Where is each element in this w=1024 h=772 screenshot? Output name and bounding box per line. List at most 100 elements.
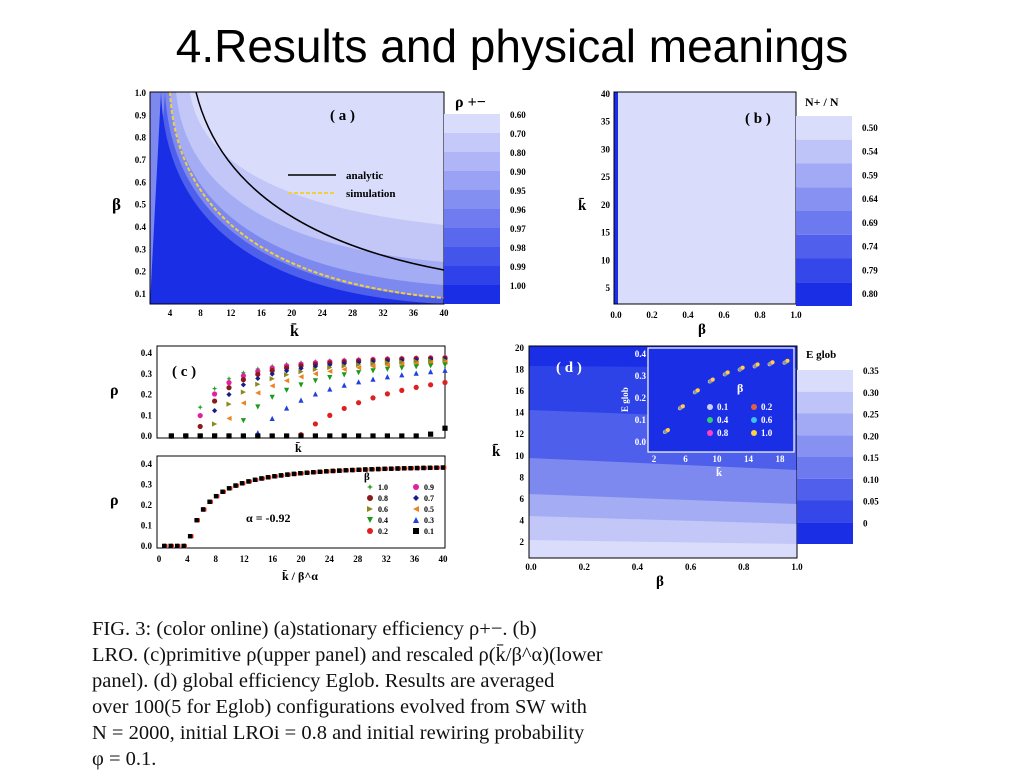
inset-y-tick-label: 0.4 [635, 349, 647, 359]
data-point [434, 465, 439, 470]
data-point [327, 433, 333, 439]
data-point [298, 397, 304, 403]
panel-a-cbar-level-label: 1.00 [510, 281, 526, 291]
data-point [341, 433, 347, 439]
data-point [384, 362, 390, 368]
data-point [356, 365, 362, 371]
panel-c-upper-y-tick-label: 0.0 [141, 431, 153, 441]
inset-legend-marker [707, 430, 713, 436]
panel-d-xlabel: β [656, 574, 664, 590]
data-point [428, 363, 434, 369]
legend-entry-label: 0.8 [378, 494, 388, 503]
data-point [284, 405, 290, 411]
data-point [442, 425, 448, 431]
data-point [399, 359, 405, 365]
panel-d-cbar-level-label: 0.05 [863, 497, 879, 507]
inset-x-tick-label: 2 [652, 454, 657, 464]
legend-entry-label: 0.9 [424, 483, 434, 492]
inset-xlabel: k̄ [716, 467, 723, 479]
panel-a-y-tick-label: 0.6 [135, 177, 147, 187]
panel-c-lower-x-tick-label: 40 [439, 554, 449, 564]
panel-d-cbar-level-label: 0.25 [863, 410, 879, 420]
data-point [442, 367, 448, 373]
inset-legend-title: β [737, 381, 743, 395]
inset-y-tick-label: 0.3 [635, 371, 647, 381]
panel-a-cbar-swatch [444, 247, 500, 266]
panel-b-cbar-level-label: 0.74 [862, 242, 878, 252]
panel-d-y-tick-label: 16 [515, 386, 525, 396]
inset-y-tick-label: 0.0 [635, 437, 647, 447]
panel-a-y-tick-label: 1.0 [135, 88, 147, 98]
panel-a-y-tick-label: 0.3 [135, 244, 147, 254]
panel-d-cbar-swatch [797, 413, 853, 436]
data-point [413, 528, 419, 534]
data-point [240, 433, 246, 439]
panel-a-cbar-level-label: 0.70 [510, 129, 526, 139]
inset-legend-label: 0.4 [717, 415, 729, 425]
panel-d-y-tick-label: 8 [520, 472, 525, 482]
data-point [284, 378, 290, 384]
panel-a-cbar-swatch [444, 209, 500, 228]
panel-d-y-tick-label: 6 [520, 494, 525, 504]
data-point [168, 543, 173, 549]
data-point [428, 369, 434, 375]
data-point [284, 433, 290, 439]
panel-a-cbar-swatch [444, 114, 500, 133]
inset-legend-label: 0.1 [717, 402, 729, 412]
panel-a-x-tick-label: 4 [168, 308, 173, 318]
inset-y-tick-label: 0.2 [635, 393, 647, 403]
data-point [187, 533, 193, 539]
data-point [269, 415, 275, 422]
panel-c-lower-x-tick-label: 0 [157, 554, 162, 564]
data-point [162, 543, 167, 549]
data-point [200, 507, 206, 512]
panel-d-y-tick-label: 18 [515, 365, 525, 375]
data-point [413, 384, 419, 391]
data-point [194, 518, 199, 523]
data-point [370, 368, 376, 374]
panel-b-cbar-swatch [796, 163, 852, 188]
data-point [399, 387, 405, 393]
caption-line-3: panel). (d) global efficiency Eglob. Res… [92, 670, 555, 692]
legend-entry-label: 0.2 [378, 527, 388, 536]
data-point [413, 517, 419, 523]
data-point [284, 372, 290, 378]
data-point [226, 391, 232, 398]
panel-d-cbar-swatch [797, 478, 853, 501]
legend-entry-label: 0.5 [424, 505, 434, 514]
data-point [327, 374, 333, 381]
data-point [356, 379, 362, 385]
panel-d-cbar-swatch [797, 522, 853, 544]
data-point [369, 467, 374, 472]
panel-a-y-tick-label: 0.5 [135, 200, 147, 210]
panel-b-cbar-level-label: 0.80 [862, 289, 878, 299]
inset-legend-marker [751, 404, 757, 410]
data-point [413, 358, 419, 364]
data-point [370, 361, 376, 367]
data-point [298, 433, 304, 439]
panel-b-cbar-level-label: 0.59 [862, 170, 878, 180]
panel-c-lower-y-tick-label: 0.2 [141, 500, 153, 510]
data-point [665, 428, 670, 433]
data-point [399, 365, 405, 371]
inset-legend-marker [751, 417, 757, 423]
data-point [284, 365, 290, 371]
panel-a-x-tick-label: 16 [257, 308, 267, 318]
data-point [312, 363, 318, 370]
data-point [284, 368, 290, 374]
data-point [356, 467, 361, 472]
data-point [442, 379, 448, 386]
data-point [413, 495, 419, 501]
data-point [240, 400, 246, 406]
data-point [298, 382, 304, 388]
panel-b-cbar-swatch [796, 116, 852, 140]
data-point [226, 376, 232, 382]
caption-line-2: LRO. (c)primitive ρ(upper panel) and res… [92, 644, 603, 666]
data-point [427, 465, 433, 470]
panel-d-x-tick-label: 0.0 [525, 562, 537, 572]
panel-d-y-tick-label: 14 [515, 408, 525, 418]
data-point [311, 470, 316, 475]
panel-a-cbar-swatch [444, 266, 500, 285]
data-point [367, 484, 373, 490]
